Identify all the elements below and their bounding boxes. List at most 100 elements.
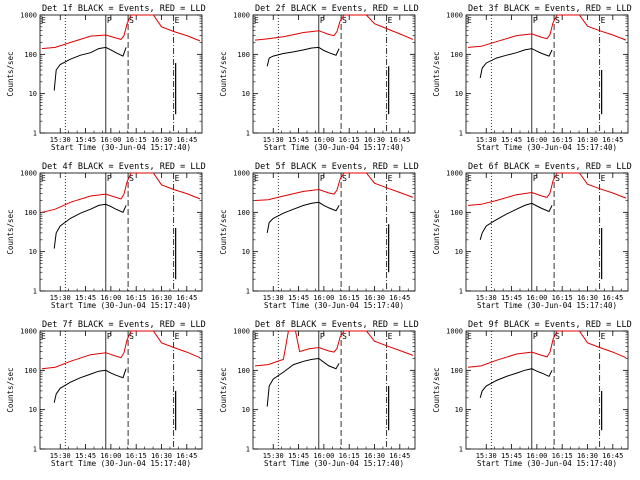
x-tick-label: 15:45	[75, 294, 96, 302]
x-axis-label: Start Time (30-Jun-04 15:17:40)	[477, 143, 617, 152]
panel-title: Det 9f BLACK = Events, RED = LLD	[468, 320, 632, 330]
y-tick-label: 100	[450, 209, 463, 217]
x-tick-label: 15:45	[288, 294, 309, 302]
phase-marker: P	[533, 16, 538, 25]
phase-marker: S	[129, 332, 134, 341]
panel-title: Det 3f BLACK = Events, RED = LLD	[468, 4, 632, 14]
x-tick-label: 16:45	[176, 136, 197, 144]
x-tick-label: 16:15	[126, 294, 147, 302]
y-tick-label: 10	[455, 248, 463, 256]
y-tick-label: 100	[237, 367, 250, 375]
plot-frame	[252, 14, 416, 134]
x-tick-label: 15:30	[476, 452, 497, 460]
events-series-line	[479, 48, 553, 79]
y-tick-label: 1000	[233, 12, 250, 20]
lld-series-line	[254, 172, 414, 201]
phase-marker: E	[388, 332, 393, 341]
x-tick-label: 16:15	[339, 136, 360, 144]
phase-marker: E	[601, 174, 606, 183]
detector-panel-1f: Det 1f BLACK = Events, RED = LLD 1 10 100 10…	[6, 4, 206, 152]
x-tick-label: 16:30	[364, 294, 385, 302]
y-tick-label: 10	[455, 90, 463, 98]
phase-marker: E	[388, 16, 393, 25]
phase-marker: E	[601, 16, 606, 25]
x-tick-label: 16:15	[552, 452, 573, 460]
x-tick-label: 15:45	[501, 294, 522, 302]
lld-series-line	[254, 14, 414, 41]
x-tick-label: 16:45	[176, 294, 197, 302]
detector-panel-9f: Det 9f BLACK = Events, RED = LLD 1 10 100 10…	[432, 320, 632, 468]
x-tick-label: 15:30	[263, 136, 284, 144]
x-axis-label: Start Time (30-Jun-04 15:17:40)	[477, 459, 617, 468]
x-tick-label: 16:15	[126, 452, 147, 460]
x-tick-label: 16:00	[526, 136, 547, 144]
plot-frame	[252, 172, 416, 292]
lld-series-line	[467, 172, 627, 206]
y-tick-label: 1000	[20, 12, 37, 20]
x-tick-label: 15:30	[50, 294, 71, 302]
lld-series-line	[41, 14, 201, 50]
detector-panel-5f: Det 5f BLACK = Events, RED = LLD 1 10 100 10…	[219, 162, 419, 310]
plot-frame	[465, 14, 629, 134]
phase-marker: S	[555, 174, 560, 183]
x-tick-label: 16:45	[389, 452, 410, 460]
y-tick-label: 10	[242, 406, 250, 414]
y-axis-label: Counts/sec	[219, 209, 228, 254]
x-tick-label: 16:45	[602, 452, 623, 460]
y-tick-label: 1000	[20, 170, 37, 178]
phase-marker: E	[175, 174, 180, 183]
y-tick-label: 100	[24, 367, 37, 375]
phase-marker: E	[601, 332, 606, 341]
phase-marker: E	[41, 16, 46, 25]
y-tick-label: 1000	[233, 170, 250, 178]
y-tick-label: 1	[459, 288, 463, 296]
plot-frame	[465, 330, 629, 450]
phase-marker: S	[342, 16, 347, 25]
detector-panel-2f: Det 2f BLACK = Events, RED = LLD 1 10 100 10…	[219, 4, 419, 152]
plot-frame	[39, 330, 203, 450]
events-series-line	[479, 202, 553, 240]
y-tick-label: 100	[24, 51, 37, 59]
events-series-line	[53, 368, 127, 403]
x-tick-label: 16:15	[552, 294, 573, 302]
y-tick-label: 10	[29, 248, 37, 256]
y-tick-label: 100	[24, 209, 37, 217]
x-tick-label: 16:45	[389, 136, 410, 144]
detector-panel-7f: Det 7f BLACK = Events, RED = LLD 1 10 100 10…	[6, 320, 206, 468]
x-tick-label: 16:15	[339, 294, 360, 302]
y-tick-label: 100	[450, 51, 463, 59]
x-tick-label: 16:30	[364, 452, 385, 460]
phase-marker: P	[107, 16, 112, 25]
phase-marker: E	[388, 174, 393, 183]
x-tick-label: 16:30	[151, 294, 172, 302]
x-axis-label: Start Time (30-Jun-04 15:17:40)	[51, 301, 191, 310]
x-axis-label: Start Time (30-Jun-04 15:17:40)	[264, 301, 404, 310]
y-axis-label: Counts/sec	[432, 367, 441, 412]
lld-series-line	[41, 330, 201, 370]
y-tick-label: 10	[29, 90, 37, 98]
x-tick-label: 16:45	[176, 452, 197, 460]
x-tick-label: 15:30	[50, 136, 71, 144]
phase-marker: S	[129, 16, 134, 25]
events-series-line	[266, 357, 340, 407]
panel-title: Det 8f BLACK = Events, RED = LLD	[255, 320, 419, 330]
phase-marker: P	[533, 332, 538, 341]
y-tick-label: 100	[237, 51, 250, 59]
phase-marker: E	[175, 16, 180, 25]
panel-title: Det 1f BLACK = Events, RED = LLD	[42, 4, 206, 14]
x-tick-label: 16:00	[313, 136, 334, 144]
phase-marker: E	[254, 16, 259, 25]
panel-title: Det 5f BLACK = Events, RED = LLD	[255, 162, 419, 172]
plot-frame	[39, 14, 203, 134]
x-tick-label: 15:30	[50, 452, 71, 460]
phase-marker: E	[41, 174, 46, 183]
x-tick-label: 16:45	[602, 136, 623, 144]
events-series-line	[266, 46, 340, 67]
y-tick-label: 1000	[446, 328, 463, 336]
x-tick-label: 16:00	[100, 136, 121, 144]
x-tick-label: 16:00	[100, 452, 121, 460]
detector-panel-8f: Det 8f BLACK = Events, RED = LLD 1 10 100 10…	[219, 320, 419, 468]
phase-marker: P	[320, 16, 325, 25]
y-tick-label: 1000	[446, 170, 463, 178]
